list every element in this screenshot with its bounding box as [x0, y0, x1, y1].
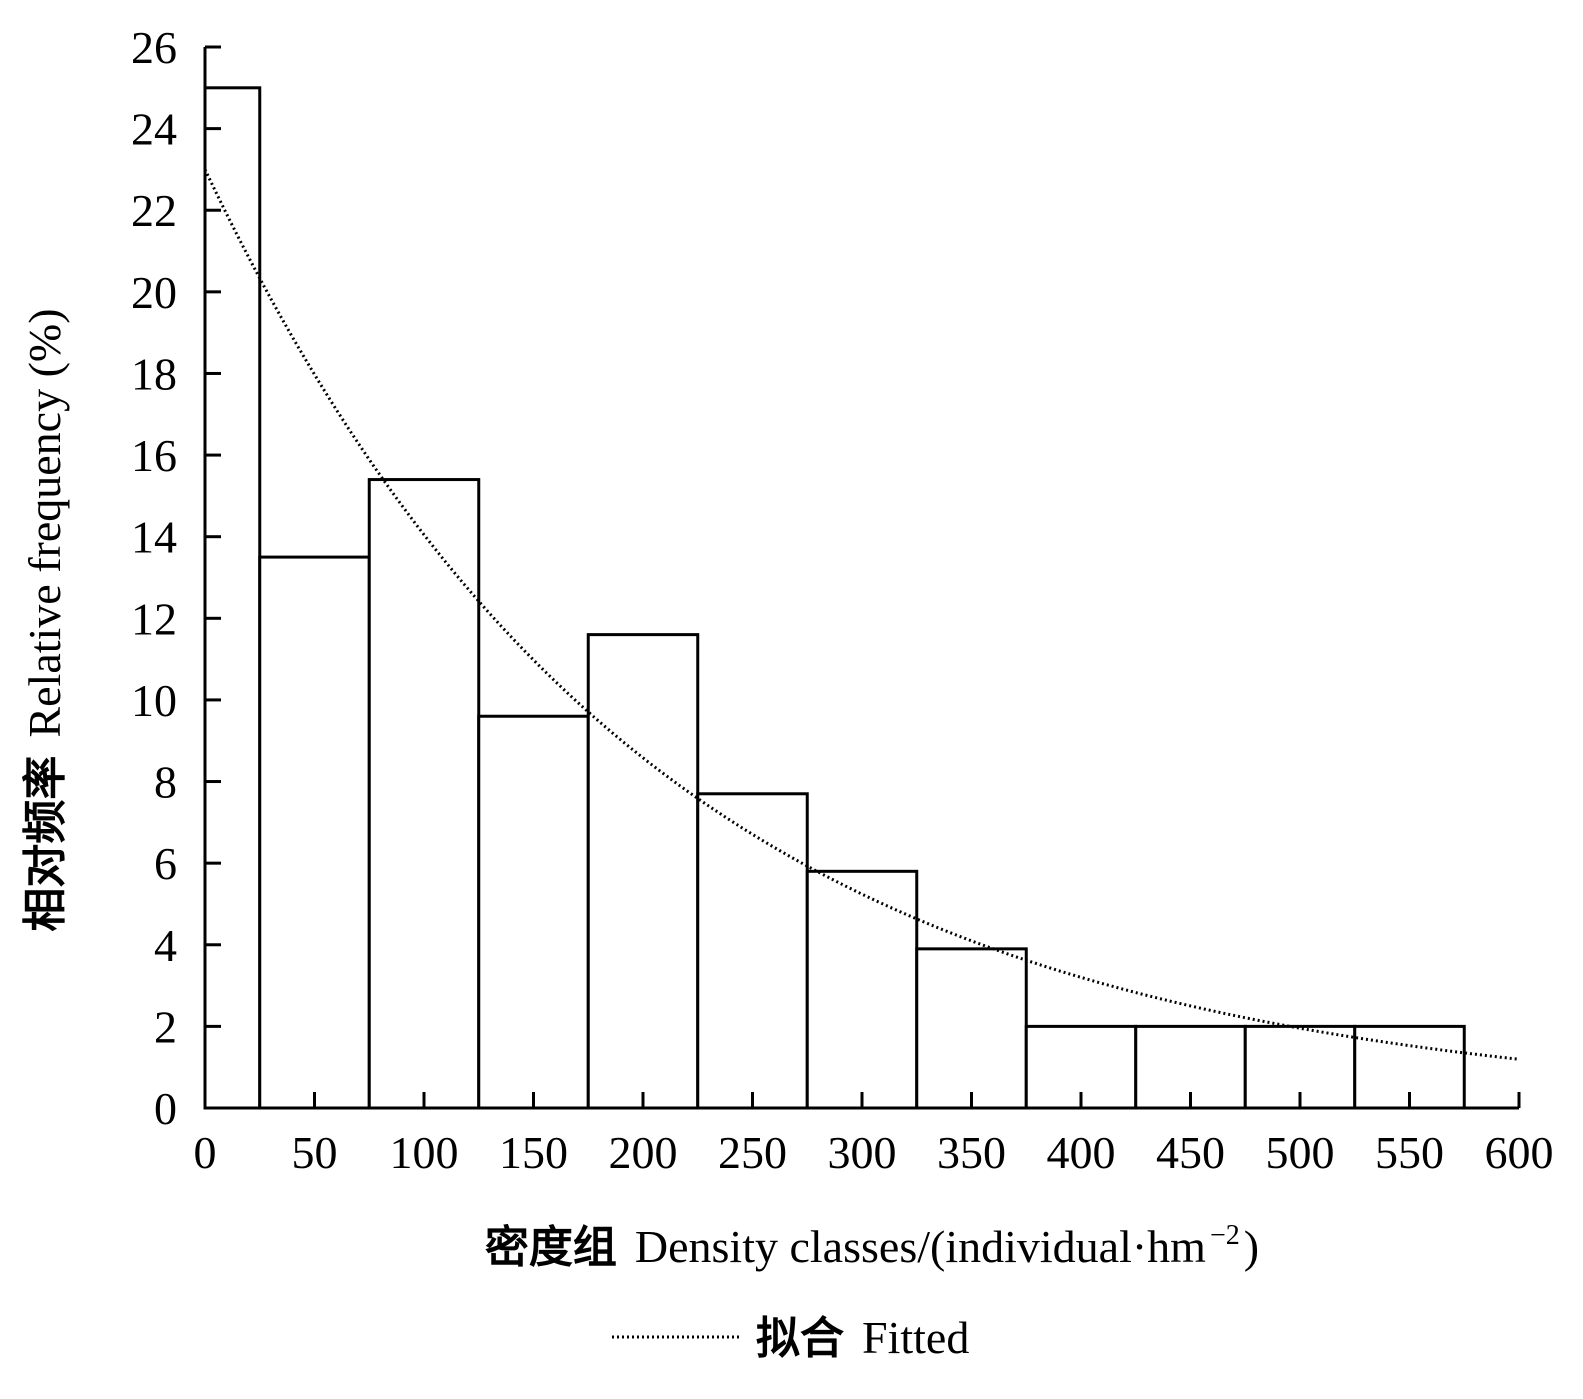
y-tick-label: 12: [131, 593, 177, 644]
histogram-bar: [258, 555, 371, 1110]
y-tick-label: 24: [131, 104, 177, 155]
x-axis-title-en: Density classes/(individual·hm: [635, 1221, 1206, 1272]
x-tick-label: 150: [499, 1127, 568, 1178]
x-tick-label: 50: [292, 1127, 338, 1178]
y-tick-label: 6: [154, 838, 177, 889]
x-tick-labels: 0 50 100 150 200 250 300 350 400 450 500 550 600: [194, 1127, 1554, 1178]
x-tick-label: 600: [1485, 1127, 1554, 1178]
y-tick-label: 26: [131, 22, 177, 73]
histogram-bar: [915, 947, 1028, 1110]
y-tick-label: 4: [154, 920, 177, 971]
x-tick-label: 450: [1156, 1127, 1225, 1178]
y-tick-label: 2: [154, 1001, 177, 1052]
y-axis-title-en: Relative frequency (%): [19, 308, 70, 737]
histogram-bar: [203, 86, 262, 1110]
y-axis-title: 相对频率 Relative frequency (%): [19, 308, 71, 931]
y-tick-label: 8: [154, 757, 177, 808]
legend: 拟合 Fitted: [612, 1312, 969, 1364]
legend-label-en: Fitted: [862, 1312, 969, 1363]
fitted-curve: [203, 168, 1520, 1061]
x-tick-label: 200: [609, 1127, 678, 1178]
x-axis-title-close: ): [1244, 1221, 1259, 1272]
y-axis-title-zh: 相对频率: [20, 756, 71, 932]
x-tick-label: 0: [194, 1127, 217, 1178]
histogram-bar: [696, 792, 809, 1110]
x-tick-label: 350: [937, 1127, 1006, 1178]
x-tick-label: 300: [828, 1127, 897, 1178]
axes-layer: [203, 45, 1521, 1110]
x-axis-title-zh: 密度组: [485, 1222, 617, 1273]
y-tick-label: 20: [131, 267, 177, 318]
legend-label: 拟合 Fitted: [756, 1312, 969, 1364]
x-tick-label: 250: [718, 1127, 787, 1178]
y-tick-label: 18: [131, 348, 177, 399]
y-tick-label: 10: [131, 675, 177, 726]
y-tick-label: 22: [131, 185, 177, 236]
y-tick-label: 16: [131, 430, 177, 481]
x-tick-label: 550: [1375, 1127, 1444, 1178]
x-axis-title: 密度组 Density classes/(individual·hm −2 ): [485, 1220, 1259, 1273]
histogram-bar: [586, 633, 700, 1110]
legend-label-zh: 拟合: [756, 1313, 844, 1364]
x-axis-title-sup: −2: [1210, 1220, 1240, 1251]
histogram-bar: [805, 869, 919, 1110]
bars-layer: [203, 86, 1466, 1110]
x-tick-label: 500: [1266, 1127, 1335, 1178]
y-tick-label: 0: [154, 1083, 177, 1134]
x-tick-label: 100: [390, 1127, 459, 1178]
x-tick-label: 400: [1047, 1127, 1116, 1178]
histogram-bar: [477, 714, 590, 1110]
histogram-bar: [367, 478, 481, 1110]
y-tick-label: 14: [131, 512, 177, 563]
